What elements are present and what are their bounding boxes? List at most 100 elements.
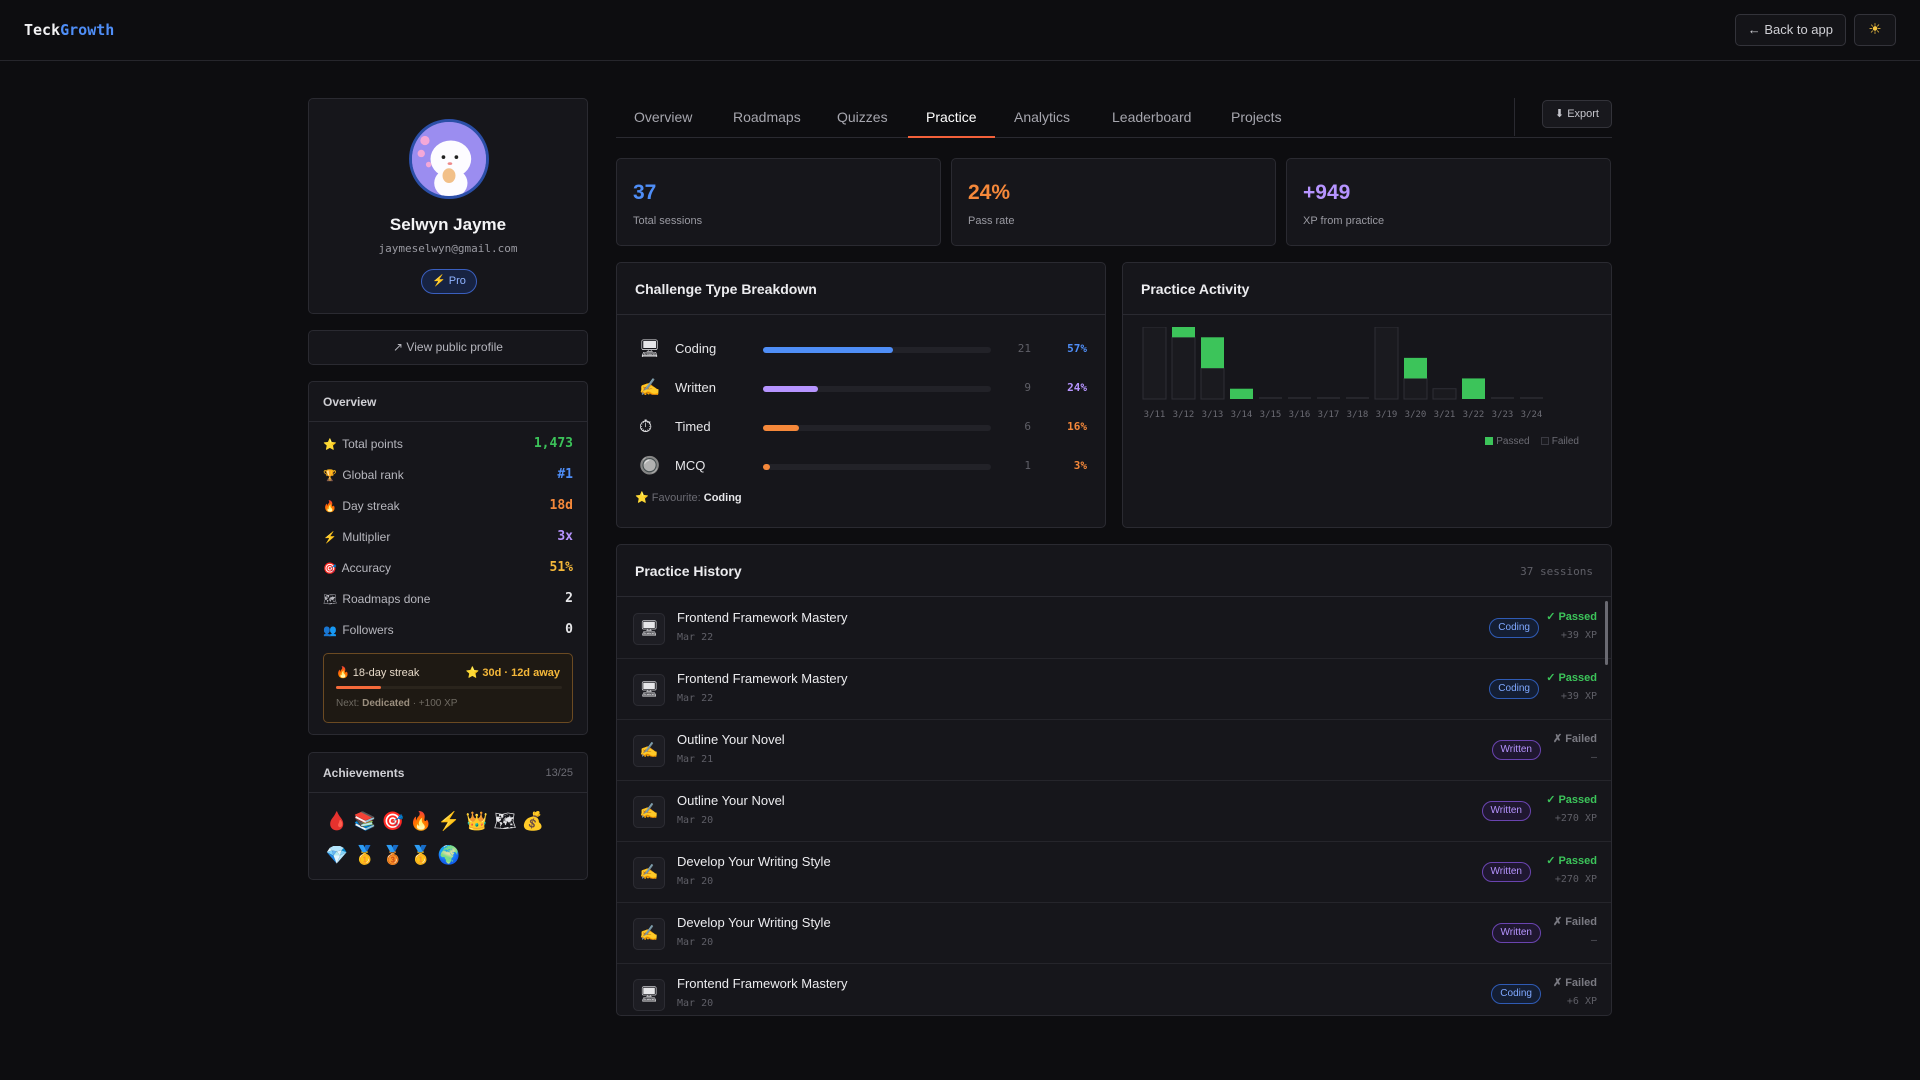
- streak-title: 🔥 18-day streak: [336, 667, 420, 679]
- history-row[interactable]: ✍ Outline Your Novel Mar 21 Written ✗ Failed…: [617, 720, 1611, 781]
- session-type-tag: Written: [1491, 923, 1541, 943]
- tab-quizzes[interactable]: Quizzes: [837, 109, 888, 125]
- activity-date-label: 3/15: [1260, 410, 1282, 420]
- export-button[interactable]: ⬇ Export: [1541, 100, 1612, 128]
- breakdown-bar-fill: [763, 464, 770, 470]
- streak-goal: ⭐ 30d · 12d away: [465, 667, 560, 679]
- summary-label: XP from practice: [1303, 215, 1385, 227]
- challenge-type-name: Coding: [675, 341, 717, 356]
- achievement-badge-icon[interactable]: 🗺: [493, 811, 517, 831]
- overview-stat-row: 👥 Followers 0: [323, 620, 573, 640]
- session-status: ✗ Failed: [1552, 977, 1597, 989]
- tab-practice[interactable]: Practice: [908, 98, 995, 138]
- streak-box: 🔥 18-day streak ⭐ 30d · 12d away Next: D…: [323, 653, 573, 723]
- stat-value: 3x: [557, 529, 573, 544]
- achievement-badge-icon[interactable]: 🥇: [409, 845, 433, 865]
- overview-stat-row: 🏆 Global rank #1: [323, 465, 573, 485]
- session-type-tag: Written: [1481, 801, 1531, 821]
- session-title: Frontend Framework Mastery: [677, 610, 848, 625]
- challenge-count: 1: [1024, 459, 1031, 472]
- writing-hand-icon: ✍: [633, 796, 665, 828]
- challenge-type-icon: ✍: [639, 378, 661, 397]
- overview-stat-row: ⚡ Multiplier 3x: [323, 527, 573, 547]
- achievement-badge-icon[interactable]: 🌍: [437, 845, 461, 865]
- favourite-value: Coding: [703, 492, 742, 504]
- activity-failed-bar: [1374, 327, 1399, 400]
- achievement-badge-icon[interactable]: 🥉: [381, 845, 405, 865]
- activity-date-label: 3/24: [1521, 410, 1543, 420]
- achievement-badge-icon[interactable]: 📚: [353, 811, 377, 831]
- overview-title: Overview: [309, 382, 587, 422]
- view-public-profile-button[interactable]: ↗ View public profile: [308, 330, 588, 365]
- streak-next-prefix: Next:: [336, 698, 360, 709]
- tab-projects[interactable]: Projects: [1231, 109, 1282, 125]
- session-type-tag: Coding: [1489, 618, 1539, 638]
- back-to-app-button[interactable]: ← Back to app: [1734, 14, 1846, 46]
- activity-date-label: 3/14: [1231, 410, 1253, 420]
- theme-toggle-sun-icon[interactable]: ☀: [1854, 14, 1896, 46]
- stat-value: #1: [557, 467, 573, 482]
- app-logo[interactable]: TeckGrowth: [24, 21, 114, 39]
- activity-date-label: 3/21: [1434, 410, 1456, 420]
- challenge-percent: 16%: [1067, 420, 1087, 433]
- challenge-type-name: Timed: [675, 419, 711, 434]
- breakdown-row-coding: 🖥 Coding 21 57%: [639, 337, 1087, 361]
- summary-label: Total sessions: [633, 215, 703, 227]
- stat-icon: 🏆: [323, 470, 337, 482]
- stat-icon: ⭐: [323, 439, 337, 451]
- breakdown-row-timed: ⏱ Timed 6 16%: [639, 415, 1087, 439]
- challenge-count: 6: [1024, 420, 1031, 433]
- pro-badge: ⚡ Pro: [421, 269, 477, 294]
- breakdown-bar-track: [763, 464, 991, 470]
- session-title: Frontend Framework Mastery: [677, 976, 848, 991]
- session-xp: +270 XP: [1554, 874, 1597, 885]
- summary-stat-card: +949 XP from practice: [1286, 158, 1611, 246]
- activity-empty-bar: [1288, 397, 1311, 399]
- achievement-badge-icon[interactable]: 💰: [521, 811, 545, 831]
- session-type-tag: Coding: [1489, 679, 1539, 699]
- achievement-badge-icon[interactable]: 🥇: [353, 845, 377, 865]
- history-row[interactable]: ✍ Outline Your Novel Mar 20 Written ✓ Passed…: [617, 781, 1611, 842]
- stat-label: Followers: [339, 623, 394, 637]
- breakdown-bar-track: [763, 347, 991, 353]
- achievement-badge-icon[interactable]: 🩸: [325, 811, 349, 831]
- challenge-type-icon: 🔘: [639, 456, 661, 475]
- tab-leaderboard[interactable]: Leaderboard: [1112, 109, 1192, 125]
- achievement-badge-icon[interactable]: 👑: [465, 811, 489, 831]
- challenge-type-icon: ⏱: [639, 417, 653, 436]
- tab-overview[interactable]: Overview: [634, 109, 693, 125]
- achievements-title: Achievements: [323, 766, 405, 780]
- challenge-type-icon: 🖥: [639, 339, 661, 358]
- stat-value: 51%: [549, 560, 573, 575]
- top-bar: TeckGrowth ← Back to app ☀: [0, 0, 1920, 61]
- profile-email: jaymeselwyn@gmail.com: [378, 242, 518, 255]
- history-scrollbar[interactable]: [1605, 601, 1608, 665]
- practice-history-card: Practice History 37 sessions 🖥 Frontend F…: [616, 544, 1612, 1016]
- tab-roadmaps[interactable]: Roadmaps: [733, 109, 801, 125]
- history-row[interactable]: ✍ Develop Your Writing Style Mar 20 Written…: [617, 842, 1611, 903]
- tab-analytics[interactable]: Analytics: [1014, 109, 1071, 125]
- history-row[interactable]: ✍ Develop Your Writing Style Mar 20 Written…: [617, 903, 1611, 964]
- activity-date-label: 3/11: [1144, 410, 1166, 420]
- stat-value: 2: [565, 591, 573, 606]
- breakdown-bar-fill: [763, 386, 818, 392]
- session-status: ✓ Passed: [1546, 672, 1597, 684]
- achievement-badge-icon[interactable]: 🔥: [409, 811, 433, 831]
- summary-stat-card: 24% Pass rate: [951, 158, 1276, 246]
- session-date: Mar 20: [677, 815, 714, 826]
- session-xp: +39 XP: [1560, 630, 1597, 641]
- history-header: Practice History 37 sessions: [617, 545, 1611, 597]
- challenge-type-name: MCQ: [675, 458, 706, 473]
- history-row[interactable]: 🖥 Frontend Framework Mastery Mar 20 Coding ✗…: [617, 964, 1611, 1015]
- history-row[interactable]: 🖥 Frontend Framework Mastery Mar 22 Coding ✓…: [617, 598, 1611, 659]
- challenge-percent: 24%: [1067, 381, 1087, 394]
- achievement-badge-icon[interactable]: 💎: [325, 845, 349, 865]
- writing-hand-icon: ✍: [633, 857, 665, 889]
- history-count: 37 sessions: [1520, 565, 1593, 578]
- session-date: Mar 20: [677, 998, 714, 1009]
- activity-empty-bar: [1259, 397, 1282, 399]
- achievement-badge-icon[interactable]: 🎯: [381, 811, 405, 831]
- streak-next-reward: · +100 XP: [412, 698, 458, 709]
- history-row[interactable]: 🖥 Frontend Framework Mastery Mar 22 Coding ✓…: [617, 659, 1611, 720]
- achievement-badge-icon[interactable]: ⚡: [437, 811, 461, 831]
